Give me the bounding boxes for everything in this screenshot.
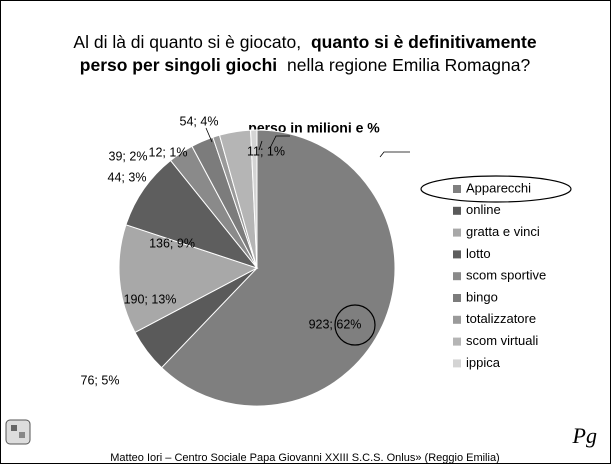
pie-slice — [125, 159, 259, 270]
legend-label: ippica — [466, 355, 501, 370]
legend-label: Apparecchi — [466, 180, 531, 195]
legend-label: scom virtuali — [466, 333, 538, 348]
legend-label: gratta e vinci — [466, 224, 540, 239]
legend-label: lotto — [466, 246, 491, 261]
pie-slice — [160, 129, 396, 407]
legend-swatch — [453, 206, 461, 215]
legend-swatch — [453, 359, 461, 368]
pie-slice — [118, 224, 259, 334]
legend-label: totalizzatore — [466, 311, 536, 326]
data-label: 54; 4% — [180, 114, 219, 128]
legend-label: scom sportive — [466, 268, 546, 283]
legend-label: bingo — [466, 289, 498, 304]
data-label: 76; 5% — [81, 373, 120, 387]
legend-swatch — [453, 272, 461, 281]
highlight-ellipse — [420, 175, 572, 203]
legend-swatch — [453, 250, 461, 259]
data-label: 11; 1% — [247, 144, 285, 158]
pie-slice — [250, 129, 258, 269]
footer: Matteo Iori – Centro Sociale Papa Giovan… — [110, 452, 499, 464]
slide-title-line2: perso per singoli giochi nella regione E… — [80, 55, 531, 75]
data-label: 12; 1% — [149, 145, 188, 159]
legend-swatch — [453, 337, 461, 346]
leader-lines — [205, 127, 410, 158]
legend-swatch — [453, 315, 461, 324]
data-label: 44; 3% — [108, 170, 147, 184]
data-label: 39; 2% — [109, 149, 148, 163]
legend: Apparecchi online gratta e vinci lotto scom … — [453, 180, 546, 370]
logo-left — [5, 419, 31, 445]
title-part: Al di là di quanto si è giocato, — [73, 32, 301, 52]
title-part: nella regione Emilia Romagna? — [287, 55, 530, 75]
legend-label: online — [466, 202, 501, 217]
title-part: quanto si è definitivamente — [311, 32, 537, 52]
data-label: 190; 13% — [124, 292, 177, 306]
data-label: 136; 9% — [149, 236, 195, 250]
data-labels: 923; 62%76; 5%190; 13%136; 9%44; 3%39; 2… — [81, 114, 362, 387]
slide-title: Al di là di quanto si è giocato, quanto … — [73, 32, 536, 52]
legend-swatch — [453, 185, 461, 193]
legend-swatch — [453, 294, 461, 302]
title-part: perso per singoli giochi — [80, 55, 277, 75]
legend-swatch — [453, 228, 461, 237]
logo-right: Pg — [572, 423, 597, 448]
pie — [118, 129, 396, 407]
highlight-circle — [334, 304, 376, 346]
